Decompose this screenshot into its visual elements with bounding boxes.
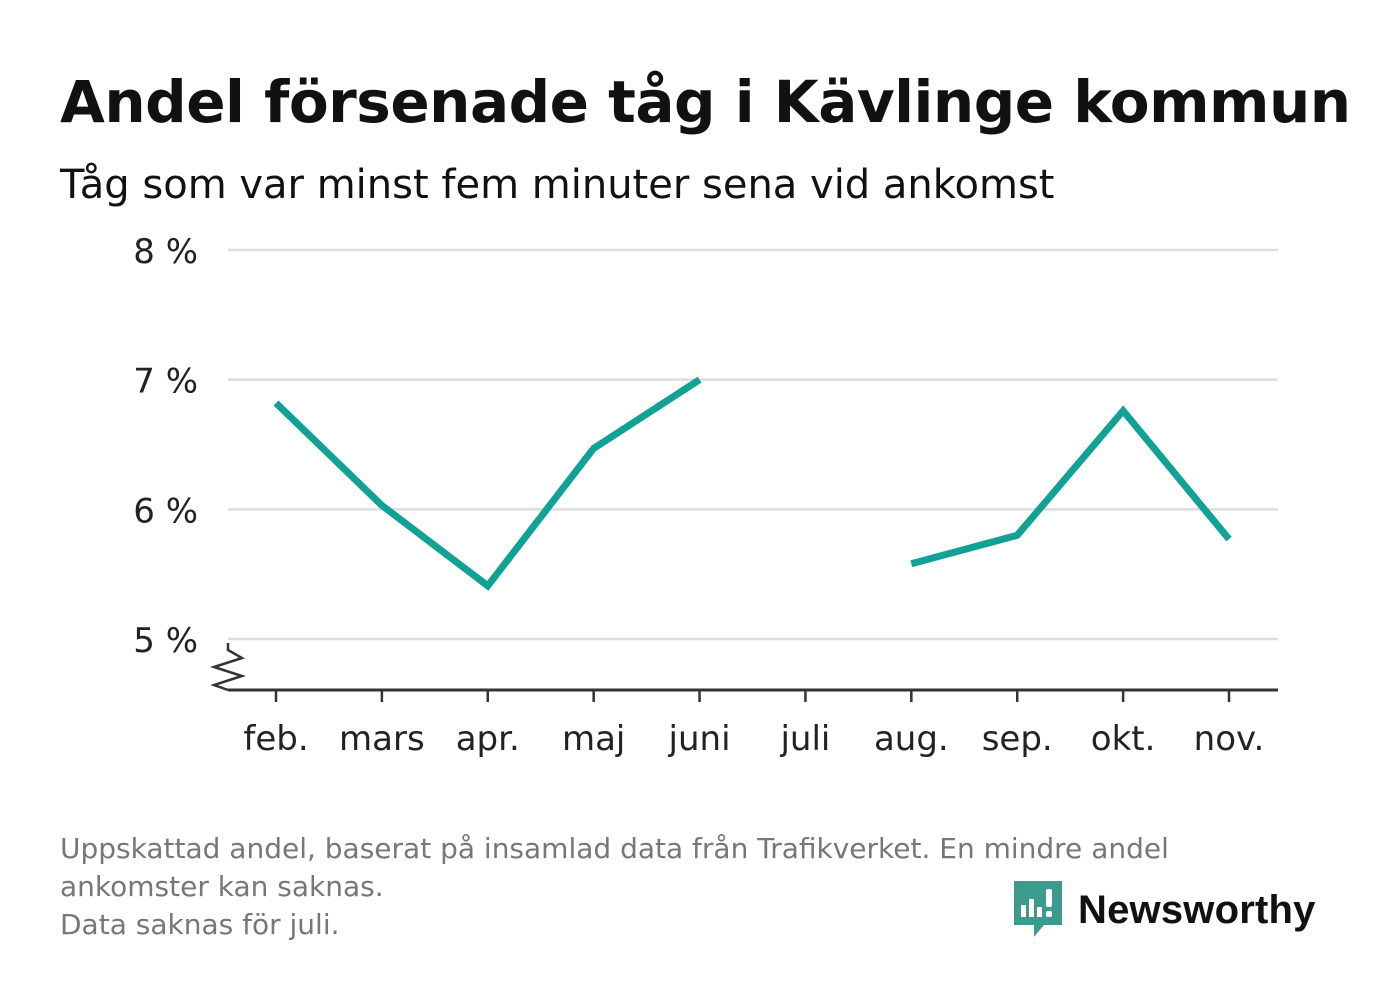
chart-title: Andel försenade tåg i Kävlinge kommun xyxy=(60,68,1351,136)
axis-break-marker xyxy=(209,643,247,692)
x-tick-label: nov. xyxy=(1194,719,1265,759)
x-tick-label: juni xyxy=(668,719,731,759)
footnote-line: ankomster kan saknas. xyxy=(60,870,384,903)
x-tick-label: maj xyxy=(562,719,625,759)
y-tick-label: 5 % xyxy=(133,621,198,661)
y-tick-label: 7 % xyxy=(133,362,198,402)
footnote: Uppskattad andel, baserat på insamlad da… xyxy=(60,830,1320,944)
grid-lines xyxy=(228,248,1278,641)
x-tick-label: okt. xyxy=(1091,719,1156,759)
footnote-line: Data saknas för juli. xyxy=(60,908,340,941)
x-axis xyxy=(209,643,1278,692)
brand-logo: Newsworthy xyxy=(1012,878,1316,942)
x-tick-label: apr. xyxy=(456,719,520,759)
x-tick-label: juli xyxy=(779,719,830,759)
chart-subtitle: Tåg som var minst fem minuter sena vid a… xyxy=(60,162,1055,208)
x-axis-tick-labels: feb. mars apr. maj juni juli aug. sep. okt. nov. xyxy=(243,690,1264,759)
x-tick-label: sep. xyxy=(982,719,1053,759)
series-line-segment xyxy=(273,376,702,591)
y-tick-label: 8 % xyxy=(133,232,198,272)
x-tick-label: aug. xyxy=(874,719,949,759)
x-tick-label: feb. xyxy=(243,719,308,759)
y-tick-label: 6 % xyxy=(133,491,198,531)
series-line-segment xyxy=(910,405,1232,568)
newsworthy-logo-icon xyxy=(1014,881,1062,937)
line-chart: 5 % 6 % 7 % 8 % feb. mars apr. maj juni juli aug.… xyxy=(133,232,1278,759)
footnote-line: Uppskattad andel, baserat på insamlad da… xyxy=(60,832,1169,865)
brand-name: Newsworthy xyxy=(1078,887,1316,932)
x-tick-label: mars xyxy=(339,719,425,759)
series-lines xyxy=(273,376,1232,591)
y-axis-tick-labels: 5 % 6 % 7 % 8 % xyxy=(133,232,198,661)
